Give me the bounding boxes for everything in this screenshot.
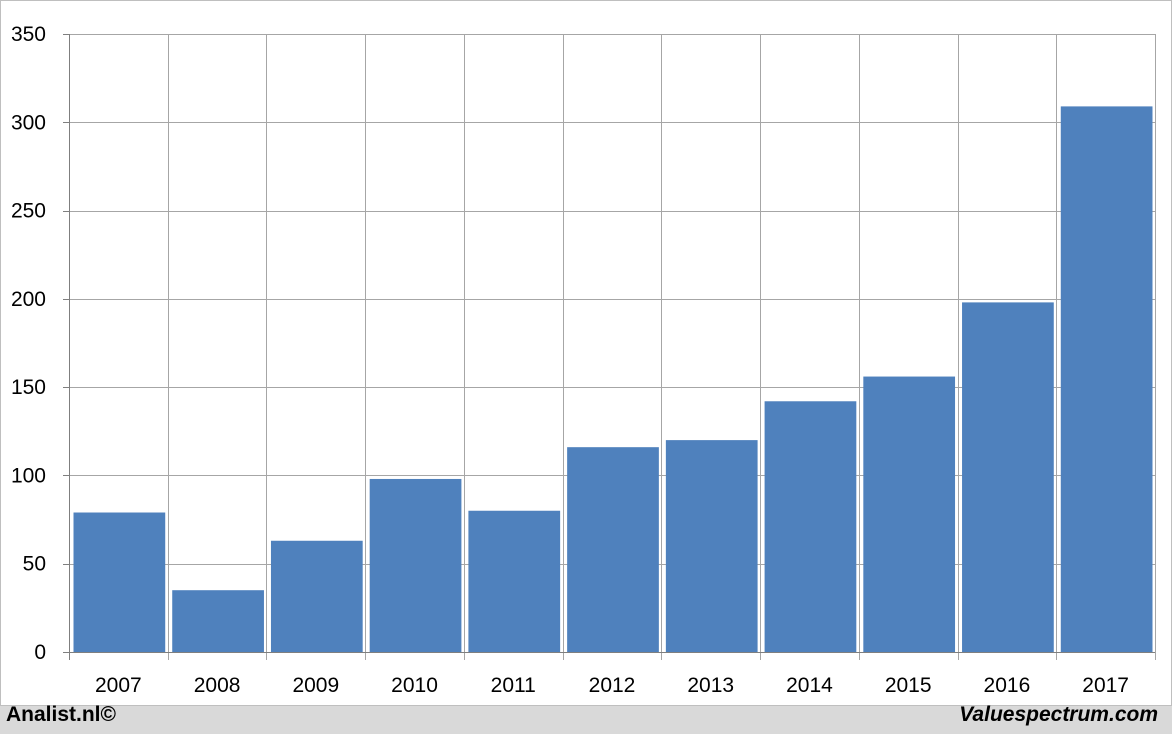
x-tick-label-2017: 2017: [1082, 674, 1129, 697]
source-credit-right: Valuespectrum.com: [959, 703, 1158, 726]
y-tick-label-150: 150: [11, 376, 46, 399]
x-tick-label-2011: 2011: [491, 674, 536, 697]
bar-2008: [172, 590, 264, 652]
x-tick-label-2016: 2016: [984, 674, 1031, 697]
y-tick-label-0: 0: [34, 641, 46, 664]
y-tick-label-350: 350: [11, 23, 46, 46]
y-tick-label-200: 200: [11, 288, 46, 311]
bar-2010: [369, 478, 462, 652]
x-tick-label-2014: 2014: [786, 674, 833, 697]
y-tick-labels: 0 50 100 150 200 250 300 350: [11, 23, 46, 664]
bar-2017: [1060, 106, 1153, 652]
bar-2007: [73, 512, 166, 652]
bars: [73, 106, 1153, 652]
y-tick-label-250: 250: [11, 200, 46, 223]
bar-2016: [962, 302, 1054, 652]
bar-2013: [665, 440, 758, 652]
x-tick-label-2013: 2013: [687, 674, 734, 697]
source-credit-left: Analist.nl©: [6, 703, 116, 726]
y-tick-label-300: 300: [11, 111, 46, 134]
x-tick-label-2007: 2007: [95, 674, 142, 697]
x-tick-label-2008: 2008: [194, 674, 241, 697]
bar-2014: [764, 401, 857, 652]
x-tick-labels: 2007 2008 2009 2010 2011 2012 2013 2014 2015 2016…: [95, 674, 1129, 697]
bar-2011: [468, 510, 561, 652]
x-tick-label-2015: 2015: [885, 674, 932, 697]
bar-2015: [863, 376, 956, 652]
x-tick-label-2012: 2012: [589, 674, 636, 697]
bar-2009: [270, 540, 363, 652]
bar-2012: [567, 447, 659, 652]
y-tick-label-50: 50: [23, 553, 46, 576]
y-tick-label-100: 100: [11, 464, 46, 487]
x-tick-label-2010: 2010: [391, 674, 438, 697]
axes: [63, 34, 1155, 660]
x-tick-label-2009: 2009: [292, 674, 339, 697]
